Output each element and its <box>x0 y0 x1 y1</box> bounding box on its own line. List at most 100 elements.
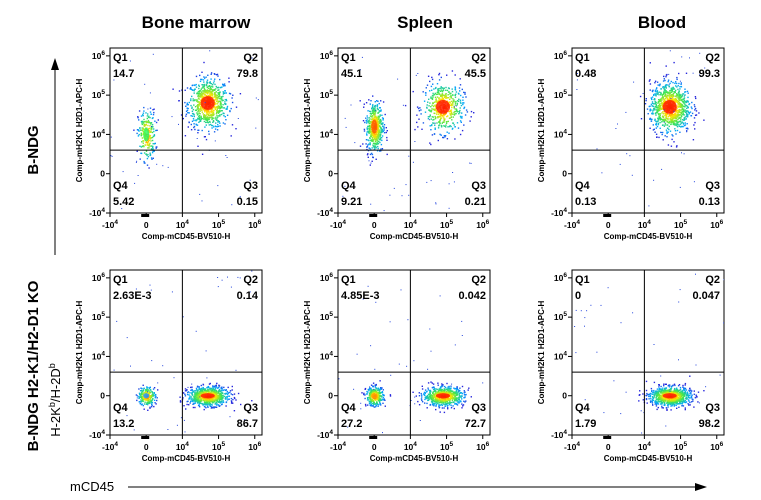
y-tick-label: 106 <box>554 272 567 283</box>
column-title-spleen: Spleen <box>397 13 453 32</box>
quadrant-label-q4: Q4 <box>341 180 357 192</box>
density-dots <box>576 50 712 207</box>
y-tick-label: 106 <box>320 50 333 61</box>
column-title-blood: Blood <box>638 13 686 32</box>
plot-frame <box>337 269 491 436</box>
x-axis-title: Comp-mCD45-BV510-H <box>142 454 231 463</box>
quadrant-value-q3: 0.13 <box>699 196 720 208</box>
x-tick-label: 0 <box>144 442 149 452</box>
x-tick-label: 104 <box>404 441 417 452</box>
quadrant-value-q4: 5.42 <box>113 196 134 208</box>
y-tick-label: 105 <box>92 89 105 100</box>
x-tick-label: -104 <box>102 219 118 230</box>
x-tick-label: 105 <box>212 441 225 452</box>
column-titles: Bone marrow Spleen Blood <box>142 13 686 32</box>
population-core <box>662 393 677 399</box>
x-tick-label: -104 <box>330 441 346 452</box>
x-tick-label: -104 <box>564 441 580 452</box>
x-tick-label: -104 <box>102 441 118 452</box>
panel-bone-marrow-ko: Q1 2.63E-3 Q2 0.14 Q4 13.2 Q3 86.7 -104 0 104 105 10… <box>75 269 263 463</box>
y-tick-label: 104 <box>92 128 105 139</box>
quadrant-value-q1: 4.85E-3 <box>341 290 380 302</box>
y-tick-label: 0 <box>328 391 333 401</box>
y-tick-label: -104 <box>89 429 105 440</box>
plot-frame <box>109 47 263 214</box>
x-tick-label: 106 <box>710 441 723 452</box>
quadrant-value-q4: 9.21 <box>341 196 362 208</box>
y-tick-label: 105 <box>554 311 567 322</box>
x-axis-title: Comp-mCD45-BV510-H <box>142 232 231 241</box>
y-tick-label: 106 <box>554 50 567 61</box>
quadrant-label-q1: Q1 <box>341 274 356 286</box>
quadrant-value-q1: 45.1 <box>341 68 362 80</box>
global-axes: H-2Kb/H-2Db mCD45 <box>47 58 707 494</box>
panel-blood-ko: Q1 0 Q2 0.047 Q4 1.79 Q3 98.2 -104 0 104 105 106 106 1… <box>537 269 725 463</box>
x-tick-label: 104 <box>638 441 651 452</box>
y-tick-label: 104 <box>320 128 333 139</box>
y-tick-label: -104 <box>317 207 333 218</box>
global-x-label: mCD45 <box>70 479 114 494</box>
quadrant-label-q2: Q2 <box>243 52 258 64</box>
y-tick-label: 0 <box>100 169 105 179</box>
x-tick-label: 106 <box>248 441 261 452</box>
quadrant-label-q3: Q3 <box>705 402 720 414</box>
x-tick-label: 105 <box>674 441 687 452</box>
x-tick-label: -104 <box>564 219 580 230</box>
population-core <box>143 127 150 142</box>
quadrant-label-q4: Q4 <box>575 402 591 414</box>
y-axis-title: Comp-mH2K1 H2D1-APC-H <box>537 301 546 405</box>
population-core <box>143 393 150 399</box>
quadrant-value-q3: 72.7 <box>465 418 486 430</box>
quadrant-value-q1: 0.48 <box>575 68 596 80</box>
population-core <box>371 393 378 399</box>
row-titles: B-NDG B-NDG H2-K1/H2-D1 KO <box>25 125 42 451</box>
quadrant-label-q1: Q1 <box>341 52 356 64</box>
quadrant-value-q1: 0 <box>575 290 581 302</box>
x-axis-title: Comp-mCD45-BV510-H <box>604 454 693 463</box>
y-tick-label: 104 <box>554 128 567 139</box>
quadrant-value-q2: 0.14 <box>237 290 259 302</box>
panel-blood-b-ndg: Q1 0.48 Q2 99.3 Q4 0.13 Q3 0.13 -104 0 104 105 106 10… <box>537 47 725 241</box>
y-tick-label: 106 <box>92 50 105 61</box>
population-core <box>200 96 215 110</box>
quadrant-label-q1: Q1 <box>575 274 590 286</box>
x-tick-label: 104 <box>638 219 651 230</box>
population-core <box>435 100 451 114</box>
quadrant-label-q4: Q4 <box>113 402 129 414</box>
quadrant-value-q1: 2.63E-3 <box>113 290 152 302</box>
x-tick-label: 0 <box>606 220 611 230</box>
y-axis-title: Comp-mH2K1 H2D1-APC-H <box>75 301 84 405</box>
x-axis-title: Comp-mCD45-BV510-H <box>370 232 459 241</box>
y-tick-label: 0 <box>328 169 333 179</box>
plot-frame <box>109 269 263 436</box>
y-tick-label: 105 <box>320 89 333 100</box>
x-tick-label: -104 <box>330 219 346 230</box>
quadrant-label-q1: Q1 <box>113 274 128 286</box>
row-title-b-ndg-ko: B-NDG H2-K1/H2-D1 KO <box>25 280 42 451</box>
quadrant-value-q4: 0.13 <box>575 196 596 208</box>
x-arrow-head <box>695 483 707 491</box>
quadrant-label-q4: Q4 <box>113 180 129 192</box>
x-axis-title: Comp-mCD45-BV510-H <box>604 232 693 241</box>
quadrant-value-q4: 13.2 <box>113 418 134 430</box>
y-tick-label: 104 <box>554 350 567 361</box>
panels: Q1 14.7 Q2 79.8 Q4 5.42 Q3 0.15 -104 0 104 105 106 10… <box>75 47 725 463</box>
quadrant-value-q2: 79.8 <box>237 68 258 80</box>
quadrant-value-q3: 98.2 <box>699 418 720 430</box>
quadrant-label-q2: Q2 <box>705 274 720 286</box>
y-tick-label: 104 <box>320 350 333 361</box>
quadrant-label-q2: Q2 <box>243 274 258 286</box>
y-tick-label: -104 <box>89 207 105 218</box>
column-title-bone-marrow: Bone marrow <box>142 13 251 32</box>
x-tick-label: 106 <box>248 219 261 230</box>
quadrant-label-q3: Q3 <box>243 402 258 414</box>
x-tick-label: 106 <box>710 219 723 230</box>
row-title-b-ndg: B-NDG <box>25 125 42 174</box>
quadrant-value-q2: 0.047 <box>692 290 720 302</box>
x-tick-label: 105 <box>440 441 453 452</box>
y-tick-label: 0 <box>562 169 567 179</box>
panel-spleen-b-ndg: Q1 45.1 Q2 45.5 Q4 9.21 Q3 0.21 -104 0 104 105 106 10… <box>303 47 491 241</box>
quadrant-value-q2: 99.3 <box>699 68 720 80</box>
quadrant-label-q4: Q4 <box>575 180 591 192</box>
density-dots <box>110 50 259 210</box>
